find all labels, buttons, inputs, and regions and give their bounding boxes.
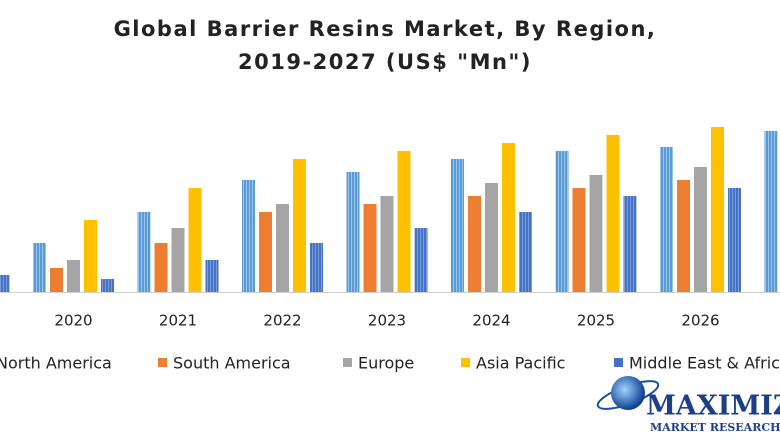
legend-label: North America [0,354,112,373]
x-tick-label: 2022 [263,312,301,330]
bar [259,212,272,292]
x-tick-label: 2020 [54,312,92,330]
bar [677,180,690,292]
bar [451,159,464,292]
bar [276,204,289,292]
x-tick-label: 2023 [368,312,406,330]
legend-marker [158,358,167,367]
legend-label: South America [173,354,291,373]
legend-label: Europe [358,354,414,373]
bar [363,204,377,292]
bar [468,196,481,292]
bar [660,147,673,292]
bar [572,188,586,292]
x-tick-label: 2024 [472,312,510,330]
logo-name: MAXIMIZE [646,391,780,422]
bar [188,188,202,292]
x-tick-label: 2026 [681,312,719,330]
chart-title: 2019-2027 (US$ "Mn") [238,50,532,74]
bar [137,212,151,292]
bar [50,268,63,292]
bar [485,183,498,292]
bar [84,220,97,292]
bar [414,228,428,292]
bar [606,135,620,292]
bar [623,196,637,292]
legend-label: Asia Pacific [476,354,565,373]
chart-title: Global Barrier Resins Market, By Region, [114,17,657,41]
bar [242,180,255,292]
bar [154,243,168,292]
legend-marker [461,358,470,367]
bar [711,127,724,292]
logo-globe [611,376,645,410]
bar [555,151,569,292]
bar [397,151,411,292]
bar [764,131,778,292]
x-tick-label: 2025 [577,312,615,330]
bar [694,167,707,292]
legend-label: Middle East & Africa [629,354,780,373]
bar [33,243,46,292]
bar [293,159,306,292]
logo: MAXIMIZE MARKET RESEARCH [596,376,780,434]
bar [0,275,10,292]
bar [589,175,603,292]
legend-marker [343,358,352,367]
bar [728,188,741,292]
bar [310,243,323,292]
bar [380,196,394,292]
bar [101,279,114,292]
logo-tagline: MARKET RESEARCH [650,421,780,434]
bar [519,212,532,292]
bar [502,143,515,292]
bar [346,172,360,292]
legend-marker [614,358,623,367]
bar [205,260,219,292]
bar [67,260,80,292]
x-tick-label: 2021 [159,312,197,330]
bar [171,228,185,292]
